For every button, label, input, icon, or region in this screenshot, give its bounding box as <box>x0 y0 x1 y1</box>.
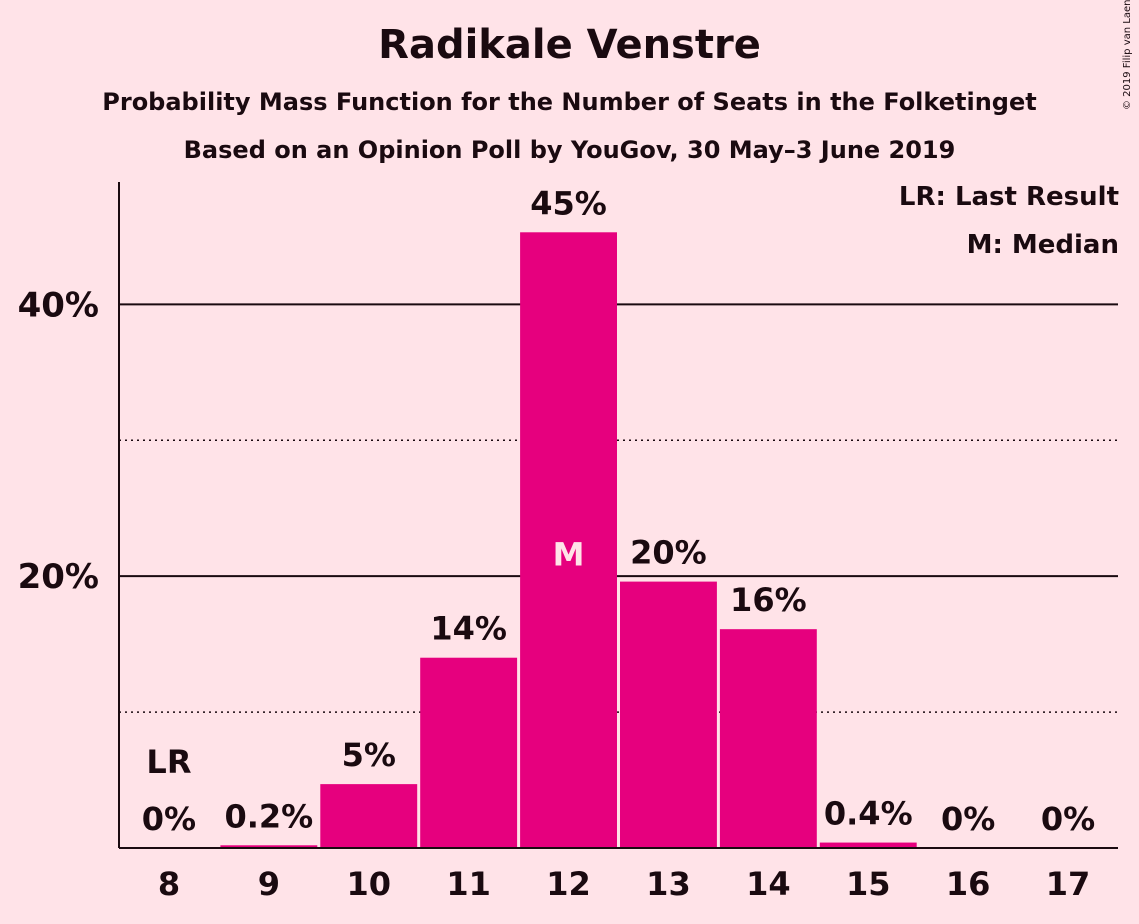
chart-source: Based on an Opinion Poll by YouGov, 30 M… <box>183 136 956 164</box>
chart-title: Radikale Venstre <box>378 22 761 68</box>
value-label-9: 0.2% <box>224 797 313 835</box>
legend-last-result: LR: Last Result <box>898 182 1119 212</box>
x-tick-label: 10 <box>346 865 391 903</box>
bar-seats-13 <box>620 581 717 848</box>
value-label-17: 0% <box>1041 800 1095 838</box>
value-label-11: 14% <box>430 610 507 648</box>
x-tick-label: 15 <box>846 865 891 903</box>
value-label-10: 5% <box>342 736 396 774</box>
bar-seats-10 <box>320 784 418 848</box>
x-tick-label: 16 <box>946 865 991 903</box>
axes <box>118 182 1118 849</box>
x-tick-label: 11 <box>446 865 491 903</box>
bar-seats-9 <box>220 845 318 848</box>
value-label-12: 45% <box>530 184 607 222</box>
median-marker: M <box>553 535 585 573</box>
gridlines <box>119 303 1118 713</box>
value-label-14: 16% <box>730 581 807 619</box>
value-label-13: 20% <box>630 534 707 572</box>
chart-subtitle: Probability Mass Function for the Number… <box>102 88 1037 116</box>
value-label-8: 0% <box>142 800 196 838</box>
value-label-15: 0.4% <box>824 795 913 833</box>
bar-seats-12 <box>520 232 617 848</box>
legend-median: M: Median <box>966 230 1119 260</box>
bar-seats-14 <box>719 629 817 848</box>
x-tick-label: 13 <box>646 865 691 903</box>
bar-seats-15 <box>819 842 917 848</box>
labels: 20% 40% 0% 8 LR 0.2% 9 5% 10 14% 11 45% 12 M 20% 13 16% 1… <box>18 184 1096 903</box>
bars <box>220 232 917 848</box>
x-tick-label: 12 <box>546 865 591 903</box>
x-tick-label: 14 <box>746 865 791 903</box>
x-tick-label: 9 <box>258 865 280 903</box>
value-label-16: 0% <box>941 800 995 838</box>
y-tick-label: 40% <box>18 285 99 325</box>
x-tick-label: 17 <box>1046 865 1091 903</box>
x-tick-label: 8 <box>158 865 180 903</box>
last-result-marker: LR <box>146 743 191 781</box>
y-tick-label: 20% <box>18 557 99 597</box>
bar-seats-11 <box>420 657 518 848</box>
